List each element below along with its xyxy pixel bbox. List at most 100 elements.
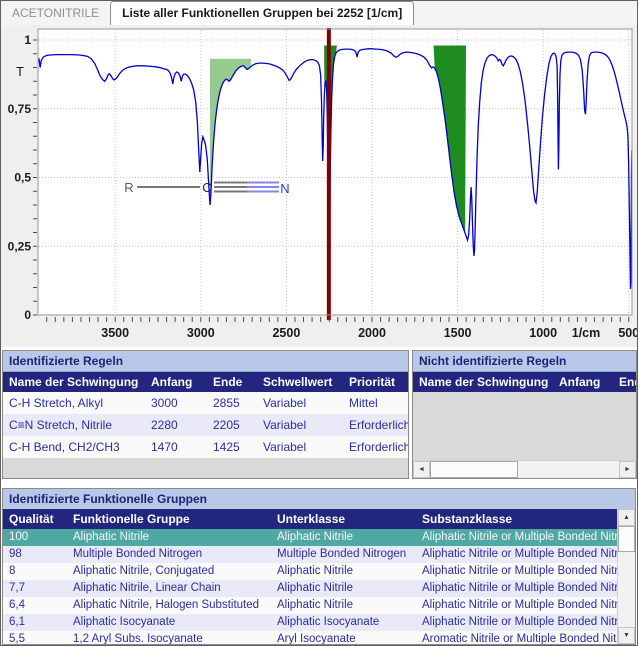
y-tick-label: 0 (24, 308, 31, 322)
y-tick-label: 0,5 (14, 171, 31, 185)
column-header[interactable]: Unterklasse (277, 512, 346, 526)
tab-acetonitrile[interactable]: ACETONITRILE (12, 6, 100, 20)
table-row[interactable]: C-H Bend, CH2/CH3 1470 1425 Variabel Erforde… (3, 436, 408, 458)
cell: 2280 (151, 418, 178, 432)
column-header[interactable]: Substanzklasse (422, 512, 513, 526)
x-axis-unit-label: 1/cm (572, 326, 601, 340)
cell: 1470 (151, 440, 178, 454)
functional-groups-panel: Identifizierte Funktionelle Gruppen Qual… (2, 488, 636, 645)
column-header[interactable]: Funktionelle Gruppe (73, 512, 190, 526)
cell: Aliphatic Nitrile (277, 599, 354, 611)
column-header[interactable]: Anfang (559, 375, 601, 389)
panel-title: Identifizierte Regeln (3, 351, 408, 372)
cell: Aliphatic Isocyanate (73, 616, 176, 628)
column-header[interactable]: Name der Schwingung (9, 375, 139, 389)
scrollbar-track[interactable] (618, 552, 635, 627)
cell: 6,4 (9, 599, 25, 611)
y-tick-label: 0,75 (8, 102, 32, 116)
table-row[interactable]: 98 Multiple Bonded Nitrogen Multiple Bonde… (3, 546, 618, 563)
cell: 1,2 Aryl Subs. Isocyanate (73, 633, 203, 645)
table-row[interactable]: 6,1 Aliphatic Isocyanate Aliphatic Isocyan… (3, 614, 618, 631)
cell: Aliphatic Nitrile (277, 531, 354, 543)
table-row[interactable]: 6,4 Aliphatic Nitrile, Halogen Substitute… (3, 597, 618, 614)
column-header[interactable]: Name der Schwingung (419, 375, 549, 389)
header-row: Qualität Funktionelle Gruppe Unterklasse Su… (3, 509, 618, 529)
scroll-right-button[interactable]: ► (619, 461, 636, 478)
marker-line[interactable] (326, 28, 331, 320)
table-row[interactable]: C-H Stretch, Alkyl 3000 2855 Variabel Mittel (3, 392, 408, 414)
scroll-left-button[interactable]: ◄ (413, 461, 430, 478)
scrollbar-thumb[interactable] (618, 526, 635, 552)
cell: 8 (9, 565, 16, 577)
scroll-down-button[interactable]: ▼ (618, 627, 635, 644)
table-row[interactable]: C≡N Stretch, Nitrile 2280 2205 Variabel Erfo… (3, 414, 408, 436)
table-row[interactable]: 100 Aliphatic Nitrile Aliphatic Nitrile Ali… (3, 529, 618, 546)
structure-n-label: N (280, 181, 289, 196)
cell: Aliphatic Nitrile (277, 565, 354, 577)
table-body: 100 Aliphatic Nitrile Aliphatic Nitrile Ali… (3, 529, 618, 645)
column-header[interactable]: Qualität (9, 512, 54, 526)
spectrum-curve (37, 48, 633, 289)
cell: Aliphatic Nitrile or Multiple Bonded Nit… (422, 548, 618, 560)
x-tick-label: 3000 (187, 326, 215, 340)
tab-bar: ACETONITRILE Liste aller Funktionellen G… (1, 1, 637, 26)
x-tick-label: 1000 (529, 326, 557, 340)
table-row[interactable]: 8 Aliphatic Nitrile, Conjugated Aliphatic … (3, 563, 618, 580)
table-row[interactable]: 5,5 1,2 Aryl Subs. Isocyanate Aryl Isocyan… (3, 631, 618, 645)
cell: 5,5 (9, 633, 25, 645)
highlight-region (433, 45, 466, 234)
cell: 100 (9, 531, 29, 543)
table-body: C-H Stretch, Alkyl 3000 2855 Variabel Mittel… (3, 392, 408, 458)
cell: 2855 (213, 396, 240, 410)
structure-r-label: R (124, 180, 133, 195)
cell: Aliphatic Nitrile or Multiple Bonded Nit… (422, 616, 618, 628)
plot-border (37, 28, 633, 316)
x-tick-label: 2500 (272, 326, 300, 340)
cell: C≡N Stretch, Nitrile (9, 418, 113, 432)
cell: C-H Bend, CH2/CH3 (9, 440, 120, 454)
header-row: Name der Schwingung Anfang Ende (413, 372, 636, 392)
panel-title: Nicht identifizierte Regeln (413, 351, 636, 372)
cell: Variabel (263, 418, 307, 432)
cell: Variabel (263, 440, 307, 454)
column-header[interactable]: Priorität (349, 375, 396, 389)
panel-title: Identifizierte Funktionelle Gruppen (3, 489, 635, 510)
x-tick-label: 1500 (444, 326, 472, 340)
cell: 2205 (213, 418, 240, 432)
scroll-up-button[interactable]: ▲ (618, 509, 635, 526)
scrollbar-track[interactable] (518, 461, 619, 478)
cell: Multiple Bonded Nitrogen (277, 548, 407, 560)
x-tick-label: 2000 (358, 326, 386, 340)
cell: Aliphatic Nitrile or Multiple Bonded Nit… (422, 565, 618, 577)
y-axis-title: T (16, 64, 24, 79)
identified-rules-panel: Identifizierte Regeln Name der Schwingun… (2, 350, 409, 479)
highlight-region (209, 58, 252, 206)
tab-functional-groups-list[interactable]: Liste aller Funktionellen Gruppen bei 22… (110, 1, 415, 26)
table-row[interactable]: 7,7 Aliphatic Nitrile, Linear Chain Alipha… (3, 580, 618, 597)
spectrum-svg: R C N 3500 3000 2500 2000 1500 1000 500 1/cm 0 0,25 0… (8, 28, 637, 340)
cell: Aromatic Nitrile or Multiple Bonded Nitr (422, 633, 618, 645)
scrollbar-thumb[interactable] (430, 461, 518, 478)
x-tick-label: 500 (618, 326, 637, 340)
column-header[interactable]: Schwellwert (263, 375, 333, 389)
horizontal-scrollbar[interactable]: ◄ ► (413, 460, 636, 478)
column-header[interactable]: Anfang (151, 375, 193, 389)
unidentified-rules-panel: Nicht identifizierte Regeln Name der Sch… (412, 350, 637, 479)
unidentified-rules-table: Name der Schwingung Anfang Ende (413, 372, 636, 392)
column-header[interactable]: Ende (213, 375, 243, 389)
y-tick-label: 0,25 (8, 239, 32, 253)
header-row: Name der Schwingung Anfang Ende Schwellwert… (3, 372, 408, 392)
x-tick-label: 3500 (101, 326, 129, 340)
cell: Aliphatic Nitrile, Linear Chain (73, 582, 221, 594)
vertical-scrollbar[interactable]: ▲ ▼ (617, 509, 635, 644)
cell: Aryl Isocyanate (277, 633, 356, 645)
cell: Aliphatic Nitrile or Multiple Bonded Nit… (422, 582, 618, 594)
y-tick-label: 1 (24, 33, 31, 47)
cell: 3000 (151, 396, 178, 410)
cell: Aliphatic Nitrile (277, 582, 354, 594)
cell: Mittel (349, 396, 378, 410)
cell: Aliphatic Nitrile or Multiple Bonded Nit… (422, 599, 618, 611)
identified-rules-table: Name der Schwingung Anfang Ende Schwellwert… (3, 372, 408, 458)
cell: Multiple Bonded Nitrogen (73, 548, 203, 560)
column-header[interactable]: Ende (619, 375, 636, 389)
